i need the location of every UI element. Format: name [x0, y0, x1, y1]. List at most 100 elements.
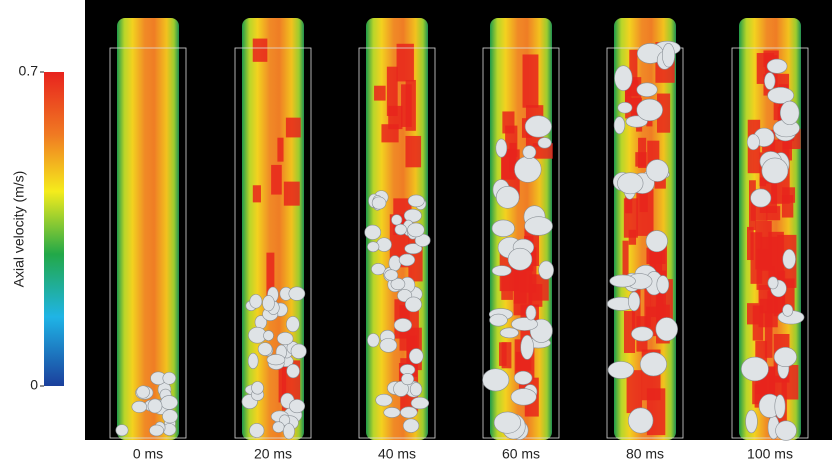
high-velocity-patch — [523, 54, 539, 107]
high-velocity-patch — [253, 185, 261, 202]
bubble — [508, 248, 532, 270]
figure: Axial velocity (m/s) 0 ms 20 ms 40 ms 60 ms… — [0, 0, 832, 465]
time-label: 40 ms — [378, 446, 416, 462]
bubble — [394, 318, 412, 331]
bubble — [395, 224, 407, 235]
bubble — [409, 349, 423, 364]
bubble — [400, 407, 417, 418]
colorbar-title: Axial velocity (m/s) — [11, 171, 27, 288]
bubble — [380, 338, 397, 352]
bubble — [514, 156, 541, 182]
bubble — [410, 383, 422, 396]
bubble — [291, 344, 306, 359]
bubble — [372, 197, 386, 209]
bubble — [646, 231, 668, 252]
bubble — [526, 305, 536, 320]
panel: 100 ms — [732, 18, 808, 462]
bubble — [367, 334, 379, 347]
bubble — [286, 316, 299, 331]
high-velocity-patch — [757, 249, 769, 290]
high-velocity-patch — [286, 118, 301, 138]
bubble — [289, 287, 305, 301]
bubble — [500, 328, 518, 338]
bubble — [277, 332, 293, 345]
high-velocity-patch — [765, 311, 773, 358]
time-label: 100 ms — [747, 446, 793, 462]
bubble — [116, 425, 128, 436]
bubble — [525, 217, 553, 236]
bubble — [615, 66, 633, 91]
bubble — [492, 220, 515, 237]
high-velocity-patch — [405, 136, 421, 167]
high-velocity-patch — [766, 206, 780, 220]
time-label: 60 ms — [502, 446, 540, 462]
bubble — [514, 371, 532, 384]
bubble — [401, 373, 413, 385]
bubble — [137, 386, 150, 399]
bubble — [162, 410, 177, 423]
bubble — [783, 304, 793, 316]
bubble — [741, 357, 768, 381]
high-velocity-patch — [397, 44, 414, 82]
high-velocity-patch — [284, 182, 300, 206]
bubble — [496, 186, 519, 208]
bubble — [768, 277, 778, 289]
panel: 80 ms — [607, 18, 683, 462]
bubble — [408, 223, 425, 237]
bubble — [640, 352, 666, 376]
bubble — [608, 361, 634, 378]
bubble — [250, 294, 262, 308]
bubble — [377, 238, 392, 252]
bubble — [762, 158, 788, 183]
bubble — [248, 353, 258, 368]
bubble — [267, 354, 285, 364]
bubble — [776, 421, 797, 440]
bubble — [637, 83, 657, 97]
high-velocity-patch — [782, 195, 793, 217]
bubble — [252, 381, 264, 394]
bubble — [618, 102, 632, 113]
bubble — [148, 399, 162, 413]
bubble — [149, 425, 163, 436]
bubble — [376, 394, 393, 406]
bubble — [614, 117, 625, 134]
colorbar-tick-label: 0 — [30, 377, 38, 393]
bubble — [628, 292, 639, 311]
time-label: 80 ms — [626, 446, 664, 462]
bubble — [646, 160, 668, 182]
bubble — [258, 343, 272, 356]
bubble — [365, 225, 381, 240]
bubble — [751, 189, 771, 207]
bubble — [405, 297, 421, 312]
high-velocity-patch — [374, 86, 386, 101]
bubble — [483, 369, 509, 391]
bubble — [610, 275, 636, 287]
panel: 40 ms — [359, 18, 435, 462]
bubble — [521, 335, 534, 359]
bubble — [490, 314, 508, 326]
high-velocity-patch — [753, 305, 763, 340]
time-label: 20 ms — [254, 446, 292, 462]
time-label: 0 ms — [133, 446, 163, 462]
bubble — [746, 410, 758, 433]
bubble — [389, 256, 401, 271]
bubble — [250, 423, 265, 437]
bubble — [747, 134, 759, 150]
bubble — [132, 401, 147, 412]
bubble — [367, 242, 379, 252]
high-velocity-patch — [499, 342, 507, 366]
bubble — [657, 276, 669, 294]
bubble — [525, 116, 551, 138]
bubble — [289, 399, 304, 412]
panel: 0 ms — [110, 18, 186, 462]
colorbar — [44, 72, 64, 386]
bubble — [780, 101, 799, 125]
bubble — [656, 317, 678, 340]
bubble — [263, 295, 275, 311]
bubble — [163, 372, 176, 384]
bubble — [385, 270, 398, 281]
bubble — [283, 424, 294, 440]
bubble — [662, 43, 674, 67]
bubble — [384, 407, 400, 417]
bubble — [494, 412, 521, 433]
